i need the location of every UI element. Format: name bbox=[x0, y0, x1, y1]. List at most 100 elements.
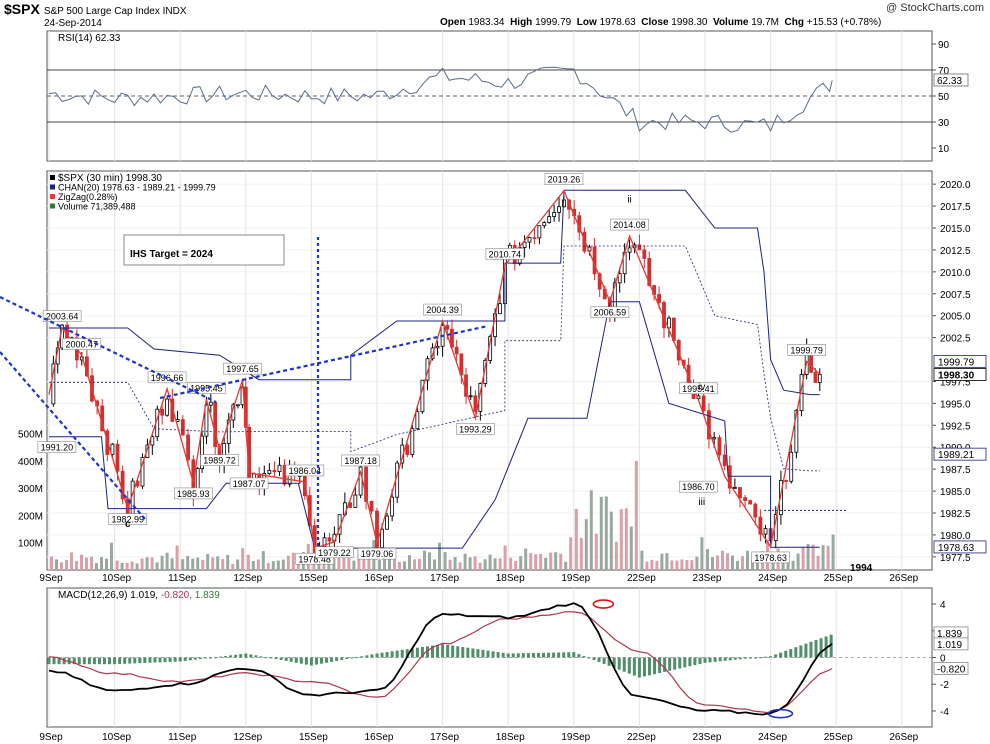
price-tick-label: 1980.0 bbox=[940, 531, 971, 542]
volume-bar bbox=[746, 550, 749, 570]
volume-bar bbox=[443, 552, 447, 570]
macd-histogram-bar bbox=[642, 657, 646, 677]
candle-body bbox=[738, 487, 742, 499]
volume-bar bbox=[594, 533, 598, 570]
macd-tick-label: -4 bbox=[940, 707, 949, 718]
volume-bar bbox=[473, 556, 477, 570]
price-callout-label: 1987.18 bbox=[344, 456, 377, 466]
volume-bar bbox=[711, 557, 714, 570]
x-tick-label: 15Sep bbox=[299, 732, 328, 743]
macd-histogram-bar bbox=[249, 654, 253, 658]
macd-histogram-bar bbox=[178, 657, 182, 662]
price-callout-label: 2003.64 bbox=[46, 312, 79, 322]
candle-body bbox=[789, 451, 794, 482]
volume-bar bbox=[458, 562, 462, 570]
price-callout-box bbox=[42, 310, 82, 322]
macd-histogram-bar bbox=[542, 652, 546, 658]
volume-bar bbox=[448, 559, 452, 570]
volume-bar bbox=[150, 557, 154, 570]
macd-histogram-bar bbox=[663, 657, 667, 672]
volume-bar bbox=[95, 563, 98, 570]
macd-histogram-bar bbox=[728, 657, 732, 661]
volume-bar bbox=[706, 549, 709, 570]
volume-bar bbox=[629, 526, 633, 570]
x-tick-label: 12Sep bbox=[233, 573, 262, 584]
candle-body bbox=[817, 374, 822, 383]
volume-bar bbox=[483, 559, 487, 570]
volume-bar bbox=[574, 508, 578, 570]
price-badge-value: 1989.21 bbox=[938, 450, 975, 461]
volume-bar bbox=[564, 561, 568, 570]
price-callout-box bbox=[544, 173, 584, 185]
volume-bar bbox=[216, 556, 220, 570]
macd-histogram-bar bbox=[521, 653, 525, 658]
candle-body bbox=[140, 457, 145, 487]
volume-bar bbox=[816, 555, 820, 570]
macd-histogram-bar bbox=[552, 652, 556, 658]
volume-bar bbox=[266, 563, 270, 570]
volume-bar bbox=[211, 557, 215, 570]
volume-bar bbox=[352, 560, 356, 570]
macd-histogram-bar bbox=[208, 657, 212, 659]
volume-bar bbox=[539, 553, 543, 570]
macd-histogram-bar bbox=[577, 654, 581, 658]
candle-body bbox=[364, 466, 368, 502]
candle-body bbox=[390, 496, 395, 517]
price-callout-box bbox=[679, 382, 718, 395]
price-callout-label: 1978.48 bbox=[298, 554, 331, 564]
volume-bar bbox=[756, 560, 759, 570]
x-tick-label: 26Sep bbox=[889, 732, 918, 743]
candle-body bbox=[150, 436, 155, 446]
volume-bar bbox=[811, 544, 815, 570]
macd-histogram-bar bbox=[703, 657, 707, 663]
macd-histogram-bar bbox=[304, 657, 308, 665]
volume-tick-label: 500M bbox=[18, 430, 43, 441]
x-tick-label: 12Sep bbox=[233, 732, 262, 743]
volume-bar bbox=[65, 560, 68, 570]
price-callout-label: 1986.70 bbox=[682, 482, 715, 492]
price-callout-label: 1979.06 bbox=[361, 549, 394, 559]
ihs-target-label: IHS Target = 2024 bbox=[130, 249, 213, 260]
brand-link[interactable]: @ StockCharts.com bbox=[886, 2, 984, 14]
legend-swatch bbox=[50, 194, 55, 199]
macd-histogram-bar bbox=[279, 657, 283, 660]
volume-bar bbox=[130, 561, 134, 570]
macd-histogram-bar bbox=[723, 657, 727, 661]
macd-histogram-bar bbox=[153, 657, 157, 663]
rsi-tick-label: 30 bbox=[938, 118, 950, 129]
macd-histogram-bar bbox=[183, 657, 187, 661]
volume-bar bbox=[801, 547, 805, 570]
price-callout-box bbox=[200, 454, 239, 466]
x-tick-label: 22Sep bbox=[627, 732, 656, 743]
macd-histogram-bar bbox=[113, 657, 117, 665]
volume-bar bbox=[251, 560, 255, 570]
x-tick-label: 16Sep bbox=[365, 732, 394, 743]
volume-bar bbox=[685, 559, 689, 570]
volume-bar bbox=[645, 561, 649, 570]
macd-histogram-bar bbox=[325, 657, 329, 663]
candle-body bbox=[170, 398, 175, 422]
volume-bar bbox=[806, 544, 810, 570]
macd-histogram-bar bbox=[496, 652, 500, 658]
macd-histogram-bar bbox=[733, 657, 737, 660]
price-callout-label: 1997.65 bbox=[226, 364, 259, 374]
x-tick-label: 24Sep bbox=[758, 573, 787, 584]
candle-body bbox=[727, 465, 732, 489]
price-callout-box bbox=[787, 344, 826, 356]
macd-histogram-bar bbox=[592, 657, 596, 660]
volume-bar bbox=[367, 557, 371, 570]
wave-label-iv: iv bbox=[698, 382, 705, 393]
macd-histogram-bar bbox=[118, 657, 122, 664]
volume-bar bbox=[675, 560, 679, 570]
rsi-tick-label: 50 bbox=[938, 92, 950, 103]
macd-histogram-bar bbox=[461, 647, 465, 658]
candle-body bbox=[272, 470, 277, 473]
macd-histogram-bar bbox=[536, 652, 540, 658]
price-badge-value: 1978.63 bbox=[938, 543, 975, 554]
volume-bar bbox=[246, 554, 250, 570]
macd-histogram-bar bbox=[753, 657, 757, 659]
volume-bar bbox=[60, 562, 63, 570]
candle-body bbox=[582, 231, 587, 252]
price-tick-label: 2017.5 bbox=[940, 202, 971, 213]
